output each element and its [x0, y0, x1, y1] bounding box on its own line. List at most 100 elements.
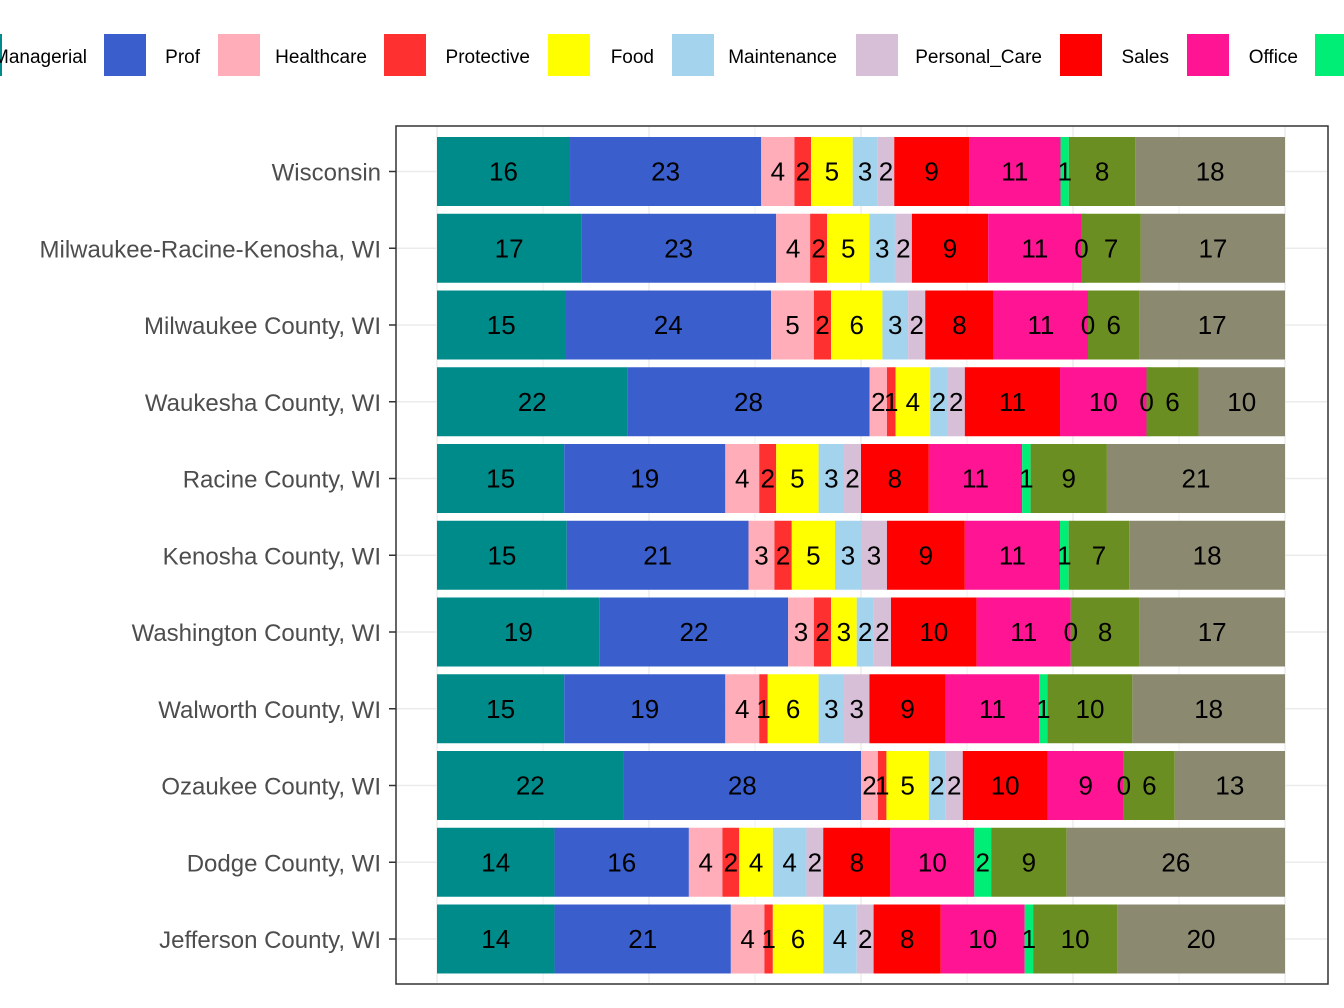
- bar-segment-farming: [1039, 674, 1048, 744]
- legend-key-farming: [1315, 34, 1344, 76]
- bar-segment-production: [1106, 444, 1285, 513]
- bar-row-waukesha-county-wi: 22 28 21 4 2 2 11 10 0 6 10: [437, 367, 1285, 437]
- bar-segment-production: [1129, 520, 1285, 590]
- data-label: 2: [932, 387, 946, 417]
- data-label: 4: [749, 847, 763, 877]
- data-label: 2: [858, 924, 872, 954]
- data-label: 6: [849, 310, 863, 340]
- data-label: 3: [888, 310, 902, 340]
- data-label: 17: [1198, 233, 1227, 263]
- data-label: 2: [811, 233, 825, 263]
- bar-segment-farming: [1060, 137, 1069, 206]
- data-label: 3: [824, 464, 838, 494]
- data-label: 2: [896, 233, 910, 263]
- data-label: 0: [1064, 617, 1078, 647]
- legend-key: [856, 34, 898, 76]
- bar-segment-sales: [869, 674, 946, 744]
- data-label: 2: [862, 771, 876, 801]
- bar-segment-healthcare: [788, 597, 814, 667]
- data-label: 10: [918, 847, 947, 877]
- bar-segment-healthcare: [771, 290, 814, 360]
- y-tick-label: Milwaukee County, WI: [144, 313, 381, 340]
- legend-item-food: Food: [548, 34, 654, 76]
- bar-segment-office: [928, 444, 1023, 513]
- bar-segment-farming: [974, 827, 992, 897]
- data-label: 10: [1227, 387, 1256, 417]
- bar-segment-maintenance: [823, 904, 857, 974]
- data-label: 4: [786, 233, 800, 263]
- data-label: 1: [756, 694, 770, 724]
- bar-segment-prof: [599, 597, 789, 667]
- bar-row-milwaukee-county-wi: 15 24 5 2 6 3 2 8 11 0 6 17: [437, 290, 1285, 360]
- data-label: 2: [871, 387, 885, 417]
- data-label: 14: [481, 924, 510, 954]
- bar-segment-production: [1066, 827, 1285, 897]
- bar-segment-maintenance: [818, 444, 845, 513]
- bar-segment-prof: [566, 520, 749, 590]
- bar-segment-office: [1047, 751, 1124, 820]
- bar-segment-food: [811, 137, 853, 206]
- legend-label: Protective: [446, 47, 530, 68]
- bar-segment-maintenance: [818, 674, 845, 744]
- bar-segment-protective: [774, 520, 792, 590]
- bar-segment-construction: [1068, 520, 1130, 590]
- bar-segment-sales: [861, 444, 929, 513]
- bar-segment-healthcare: [748, 520, 775, 590]
- data-label: 8: [1098, 617, 1112, 647]
- data-label: 23: [651, 157, 680, 187]
- data-label: 17: [495, 233, 524, 263]
- data-label: 2: [976, 847, 990, 877]
- bar-segment-farming: [1022, 444, 1031, 513]
- bar-segment-prof: [623, 751, 861, 820]
- bar-segment-maintenance: [772, 827, 807, 897]
- data-label: 15: [487, 310, 516, 340]
- data-label: 16: [489, 157, 518, 187]
- data-label: 3: [794, 617, 808, 647]
- bar-segment-food: [739, 827, 773, 897]
- bar-segment-production: [1140, 213, 1285, 283]
- bar-segment-sales: [962, 751, 1048, 820]
- data-label: 11: [1001, 157, 1028, 187]
- legend-item-personal-care: Personal_Care: [856, 34, 1042, 76]
- data-label: 16: [607, 847, 636, 877]
- y-tick-label: Kenosha County, WI: [163, 543, 381, 570]
- data-label: 1: [761, 924, 775, 954]
- bar-segment-managerial: [437, 367, 628, 437]
- bar-segment-office: [890, 827, 975, 897]
- legend: Managerial Prof Healthcare Protective Food Ma…: [0, 34, 1344, 76]
- bar-segment-maintenance: [882, 290, 909, 360]
- data-label: 3: [867, 540, 881, 570]
- bar-segment-office: [1060, 367, 1147, 437]
- bar-segment-construction: [1070, 597, 1140, 667]
- data-label: 0: [1117, 771, 1131, 801]
- bar-segment-office: [976, 597, 1071, 667]
- bar-segment-construction: [1123, 751, 1175, 820]
- data-label: 21: [1181, 464, 1210, 494]
- bar-segment-office: [969, 137, 1061, 206]
- data-label: 19: [504, 617, 533, 647]
- bar-segment-personal-care: [844, 674, 870, 744]
- data-label: 21: [643, 540, 672, 570]
- bar-segment-personal-care: [947, 367, 965, 437]
- data-label: 2: [875, 617, 889, 647]
- data-label: 6: [786, 694, 800, 724]
- legend-label: Managerial: [0, 47, 87, 68]
- data-label: 4: [782, 847, 796, 877]
- data-label: 2: [760, 464, 774, 494]
- data-label: 28: [734, 387, 763, 417]
- bar-row-kenosha-county-wi: 15 21 3 2 5 3 3 9 11 1 7 18: [437, 520, 1285, 590]
- bar-segment-maintenance: [852, 137, 878, 206]
- data-label: 6: [791, 924, 805, 954]
- data-label: 9: [1078, 771, 1092, 801]
- bar-segment-construction: [1087, 290, 1140, 360]
- data-label: 8: [850, 847, 864, 877]
- legend-key: [384, 34, 426, 76]
- data-label: 2: [909, 310, 923, 340]
- bar-segment-protective: [759, 674, 768, 744]
- bar-segment-maintenance: [928, 751, 946, 820]
- legend-key: [1187, 34, 1229, 76]
- bar-segment-food: [767, 674, 819, 744]
- bar-row-milwaukee-racine-kenosha-wi: 17 23 4 2 5 3 2 9 11 0 7 17: [437, 213, 1285, 283]
- bar-segment-sales: [873, 904, 941, 974]
- legend-item-managerial: Managerial: [0, 34, 87, 76]
